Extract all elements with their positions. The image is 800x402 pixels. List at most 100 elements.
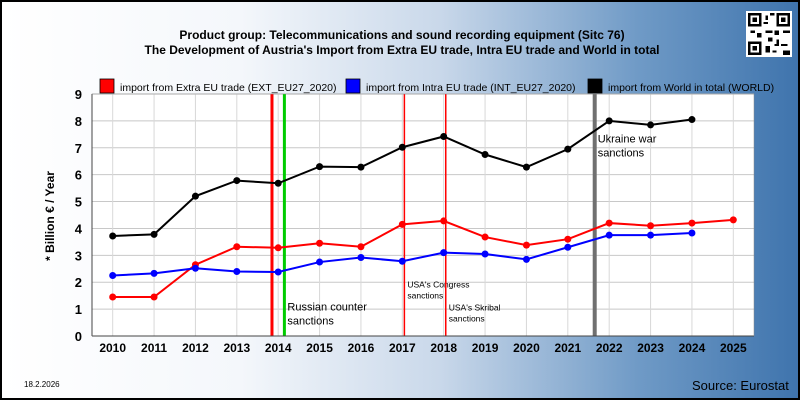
data-point	[150, 293, 158, 301]
y-tick-label: 7	[75, 141, 82, 156]
data-point	[109, 272, 117, 279]
y-axis-label: * Billion € / Year	[43, 171, 57, 261]
data-point	[481, 151, 489, 158]
event-label: sanctions	[407, 291, 443, 301]
data-point	[522, 241, 530, 249]
data-point	[398, 143, 406, 151]
date-stamp: 18.2.2026	[24, 380, 60, 389]
chart-title-line1: Product group: Telecommunications and so…	[179, 28, 625, 42]
legend: import from Extra EU trade (EXT_EU27_202…	[99, 78, 774, 94]
data-point	[605, 219, 613, 227]
legend-swatch	[345, 78, 361, 94]
event-label: USA's Congress	[407, 280, 469, 290]
series-line	[112, 218, 734, 299]
axes: 0 1 2 3 4 5 6 7 8 9 2010 2011 2012 2013 2014 2015 2016 20…	[75, 87, 755, 355]
x-tick-label: 2025	[720, 341, 747, 355]
event-label: USA's Skribal	[449, 302, 501, 312]
y-tick-label: 0	[75, 329, 82, 344]
data-point	[481, 250, 489, 258]
x-tick-label: 2011	[141, 341, 167, 355]
y-tick-label: 5	[75, 195, 82, 210]
data-point	[233, 243, 241, 251]
legend-swatch	[99, 78, 115, 94]
data-point	[481, 233, 489, 241]
data-point	[150, 269, 158, 277]
data-point	[647, 222, 655, 230]
y-tick-label: 2	[75, 275, 82, 290]
x-tick-label: 2020	[513, 341, 540, 355]
data-point	[688, 116, 696, 124]
data-point	[274, 179, 282, 187]
event-label: sanctions	[598, 147, 645, 159]
y-tick-label: 8	[75, 114, 82, 129]
data-point	[357, 253, 365, 261]
y-tick-label: 6	[75, 168, 82, 183]
y-tick-label: 9	[75, 87, 82, 102]
data-point	[109, 232, 117, 240]
plot-border	[91, 93, 755, 337]
data-point	[688, 229, 696, 237]
data-point	[440, 249, 448, 257]
data-point	[605, 117, 613, 125]
event-label: Russian counter	[287, 301, 367, 313]
data-point	[357, 243, 365, 251]
data-point	[564, 235, 572, 243]
data-point	[274, 268, 282, 276]
legend-label: import from Extra EU trade (EXT_EU27_202…	[120, 82, 337, 94]
data-point	[233, 267, 241, 275]
x-tick-label: 2017	[389, 341, 416, 355]
legend-swatch	[587, 78, 603, 94]
data-point	[522, 163, 530, 171]
data-point	[191, 264, 199, 272]
x-tick-label: 2012	[182, 341, 209, 355]
data-point	[440, 132, 448, 140]
series-lines	[109, 116, 737, 301]
data-point	[398, 257, 406, 265]
x-tick-label: 2022	[596, 341, 623, 355]
qr-code-icon	[746, 11, 792, 57]
event-label: sanctions	[287, 315, 334, 327]
legend-label: import from Intra EU trade (INT_EU27_202…	[366, 82, 576, 94]
x-tick-label: 2024	[679, 341, 706, 355]
x-tick-label: 2013	[223, 341, 250, 355]
data-point	[233, 177, 241, 185]
event-label: Ukraine war	[598, 133, 657, 145]
x-tick-label: 2021	[554, 341, 581, 355]
y-tick-label: 1	[75, 302, 82, 317]
data-point	[191, 192, 199, 200]
data-point	[647, 121, 655, 129]
y-tick-label: 3	[75, 248, 82, 263]
event-label: sanctions	[449, 313, 485, 323]
data-point	[564, 145, 572, 153]
data-point	[440, 217, 448, 225]
x-tick-label: 2018	[430, 341, 457, 355]
data-point	[274, 244, 282, 252]
plot-area	[92, 94, 754, 336]
data-point	[109, 293, 117, 301]
x-tick-label: 2019	[472, 341, 499, 355]
x-tick-label: 2010	[99, 341, 126, 355]
data-point	[316, 239, 324, 247]
x-tick-label: 2023	[637, 341, 664, 355]
data-point	[316, 163, 324, 171]
chart-title-line2: The Development of Austria's Import from…	[144, 43, 660, 57]
data-point	[564, 243, 572, 251]
data-point	[316, 258, 324, 266]
data-point	[647, 231, 655, 239]
x-tick-label: 2014	[265, 341, 292, 355]
data-point	[398, 220, 406, 228]
source-label: Source: Eurostat	[692, 378, 789, 393]
x-tick-label: 2016	[348, 341, 375, 355]
data-point	[729, 216, 737, 224]
x-tick-label: 2015	[306, 341, 333, 355]
data-point	[150, 230, 158, 238]
data-point	[688, 219, 696, 227]
data-point	[357, 163, 365, 171]
y-tick-label: 4	[75, 221, 83, 236]
legend-label: import from World in total (WORLD)	[608, 82, 774, 94]
data-point	[605, 231, 613, 239]
data-point	[522, 255, 530, 263]
